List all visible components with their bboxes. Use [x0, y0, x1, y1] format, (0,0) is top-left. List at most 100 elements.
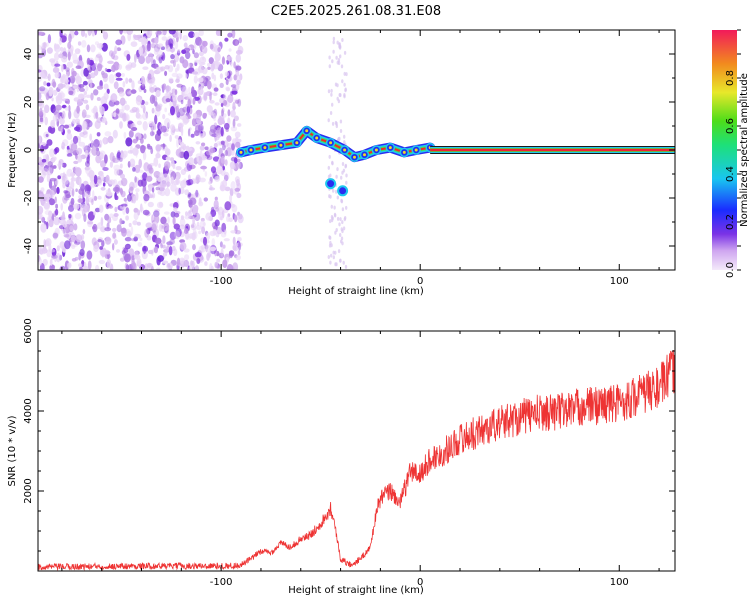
noise-speck — [339, 44, 342, 49]
noise-speck — [136, 120, 142, 126]
noise-speck — [223, 238, 230, 242]
noise-speck — [141, 37, 147, 47]
noise-speck — [92, 226, 96, 230]
noise-speck — [168, 91, 172, 98]
spectrogram-y-label: Frequency (Hz) — [7, 112, 18, 188]
noise-speck — [70, 180, 75, 190]
noise-speck — [54, 72, 60, 79]
noise-speck — [330, 204, 333, 209]
noise-speck — [77, 49, 81, 53]
noise-speck — [338, 222, 341, 227]
noise-speck — [43, 41, 47, 49]
noise-speck — [76, 105, 80, 114]
noise-speck — [124, 104, 130, 111]
noise-speck — [115, 77, 123, 81]
noise-speck — [112, 157, 120, 163]
colorbar-gradient — [712, 30, 737, 270]
noise-speck — [343, 82, 346, 87]
noise-speck — [341, 241, 344, 246]
noise-speck — [339, 54, 342, 59]
noise-speck — [71, 118, 77, 125]
noise-speck — [221, 109, 224, 117]
noise-speck — [76, 147, 83, 155]
noise-speck — [89, 81, 93, 89]
noise-speck — [169, 124, 175, 131]
noise-speck — [336, 167, 339, 172]
noise-speck — [179, 217, 186, 227]
noise-speck — [151, 107, 155, 114]
noise-speck — [97, 239, 103, 243]
noise-speck — [190, 204, 194, 212]
noise-speck — [199, 150, 203, 158]
noise-speck — [86, 57, 91, 66]
noise-speck — [50, 119, 56, 128]
noise-speck — [135, 95, 142, 106]
noise-speck — [180, 99, 184, 105]
noise-speck — [166, 262, 174, 270]
noise-speck — [108, 74, 115, 84]
noise-speck — [84, 149, 89, 158]
noise-speck — [238, 213, 243, 220]
noise-speck — [155, 30, 162, 36]
noise-speck — [204, 171, 208, 177]
noise-speck — [332, 36, 336, 41]
noise-speck — [91, 146, 98, 156]
noise-speck — [112, 232, 117, 239]
noise-speck — [222, 144, 226, 151]
noise-speck — [50, 158, 56, 163]
noise-speck — [226, 96, 233, 103]
noise-speck — [74, 48, 81, 55]
noise-speck — [185, 211, 188, 217]
noise-speck — [66, 145, 70, 151]
noise-speck — [199, 133, 205, 139]
noise-speck — [210, 62, 216, 71]
noise-speck — [228, 250, 235, 257]
noise-speck — [67, 41, 72, 50]
noise-speck — [127, 30, 132, 35]
snr-y-tick-label: 4000 — [23, 398, 34, 423]
noise-speck — [207, 66, 211, 71]
noise-speck — [209, 124, 217, 134]
noise-speck — [38, 31, 43, 36]
noise-speck — [235, 69, 240, 77]
noise-speck — [227, 32, 233, 38]
noise-speck — [82, 228, 86, 235]
noise-speck — [174, 135, 179, 139]
noise-speck — [68, 90, 74, 96]
noise-speck — [174, 67, 178, 73]
noise-speck — [60, 76, 64, 84]
noise-speck — [174, 128, 181, 132]
noise-speck — [60, 215, 63, 220]
noise-speck — [158, 163, 161, 168]
signal-blob-core — [305, 129, 309, 133]
noise-speck — [345, 173, 348, 178]
noise-speck — [100, 186, 106, 191]
noise-speck — [178, 147, 182, 152]
noise-speck — [58, 53, 64, 59]
noise-speck — [179, 224, 186, 230]
noise-speck — [230, 181, 236, 191]
noise-speck — [120, 227, 127, 234]
noise-speck — [43, 239, 46, 247]
noise-speck — [38, 54, 43, 59]
noise-speck — [46, 139, 53, 146]
noise-speck — [94, 30, 98, 36]
noise-speck — [213, 142, 218, 148]
noise-speck — [92, 190, 95, 200]
noise-speck — [224, 174, 229, 182]
noise-speck — [52, 232, 59, 239]
noise-speck — [209, 263, 213, 270]
noise-speck — [77, 198, 84, 204]
snr-x-tick-label: 0 — [417, 577, 423, 588]
noise-speck — [344, 87, 347, 92]
noise-speck — [53, 216, 61, 226]
noise-speck — [113, 81, 119, 90]
noise-speck — [188, 86, 191, 94]
noise-speck — [130, 163, 135, 168]
noise-speck — [134, 164, 141, 173]
noise-speck — [194, 265, 200, 270]
noise-speck — [93, 244, 99, 253]
noise-speck — [332, 188, 335, 193]
noise-speck — [238, 37, 242, 44]
noise-speck — [124, 253, 131, 263]
